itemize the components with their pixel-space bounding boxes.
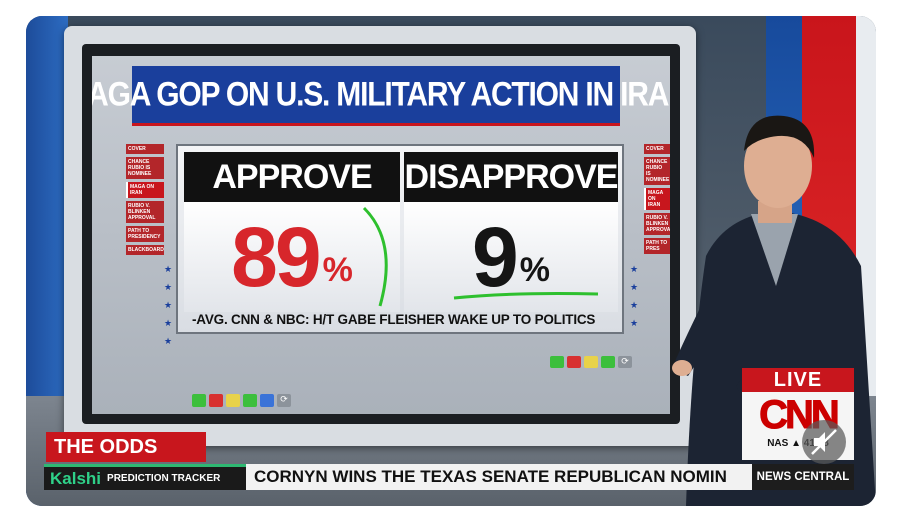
left-menu-item[interactable]: RUBIO V. BLINKEN APPROVAL [126,201,164,223]
left-menu-item[interactable]: PATH TO PRESIDENCY [126,226,164,242]
disapprove-value: 9 [472,209,519,304]
left-menu-item-active[interactable]: MAGA ON IRAN [126,182,164,198]
screen-control-buttons: ⟳ [550,356,632,368]
red-control-button[interactable] [567,356,581,368]
disapprove-value-box: 9 % [404,202,618,312]
lower-third-bar: Kalshi PREDICTION TRACKER CORNYN WINS TH… [44,464,854,490]
left-menu: COVER CHANCE RUBIO IS NOMINEE MAGA ON IR… [126,144,164,255]
left-menu-item[interactable]: COVER [126,144,164,154]
star-decoration-left: ★ ★ ★ ★ ★ [164,265,173,347]
sponsor-block: Kalshi PREDICTION TRACKER [44,464,246,490]
headline-crawl: CORNYN WINS THE TEXAS SENATE REPUBLICAN … [246,464,752,490]
green-control-button[interactable] [601,356,615,368]
approve-value: 89 [231,209,321,304]
red-control-button[interactable] [209,394,223,407]
blue-control-button[interactable] [260,394,274,407]
approve-unit: % [322,250,353,289]
right-menu: COVER CHANCE RUBIO IS NOMINEE MAGA ON IR… [644,144,670,254]
approve-value-box: 89 % [184,202,400,312]
source-line: -AVG. CNN & NBC: H/T GABE FLEISHER WAKE … [192,312,596,327]
approve-column: APPROVE 89 % [184,152,400,312]
right-menu-item[interactable]: RUBIO V. BLINKEN APPROVAL [644,213,670,235]
yellow-control-button[interactable] [584,356,598,368]
green-control-button[interactable] [550,356,564,368]
disapprove-label: DISAPPROVE [404,152,618,202]
graphic-title-bar: MAGA GOP ON U.S. MILITARY ACTION IN IRAN [92,66,670,126]
sponsor-name: Kalshi [50,468,102,488]
market-ticker: NAS ▲ 41.78 [767,438,829,449]
disapprove-unit: % [519,250,550,289]
muted-speaker-icon[interactable] [802,420,846,464]
refresh-icon[interactable]: ⟳ [618,356,632,368]
section-label: THE ODDS [46,432,206,462]
disapprove-annotation-underline [453,292,599,300]
monitor-control-buttons: ⟳ [192,394,291,407]
poll-graphic: MAGA GOP ON U.S. MILITARY ACTION IN IRAN… [92,56,670,414]
network-label: NEWS CENTRAL [752,464,854,490]
video-frame: MAGA GOP ON U.S. MILITARY ACTION IN IRAN… [26,16,876,506]
graphic-title: MAGA GOP ON U.S. MILITARY ACTION IN IRAN [92,74,670,113]
yellow-control-button[interactable] [226,394,240,407]
left-menu-item[interactable]: CHANCE RUBIO IS NOMINEE [126,157,164,179]
green-control-button[interactable] [243,394,257,407]
live-badge: LIVE [742,368,854,392]
sponsor-tag: PREDICTION TRACKER [107,473,221,484]
approve-annotation-arc [362,206,388,307]
green-control-button[interactable] [192,394,206,407]
left-menu-item[interactable]: BLACKBOARD [126,245,164,255]
approve-label: APPROVE [184,152,400,202]
right-menu-item[interactable]: PATH TO PRES [644,238,670,254]
disapprove-column: DISAPPROVE 9 % [404,152,618,312]
refresh-icon[interactable]: ⟳ [277,394,291,407]
right-menu-item[interactable]: COVER [644,144,670,154]
poll-panel: APPROVE 89 % DISAPPROVE 9 % [176,144,624,334]
right-menu-item[interactable]: CHANCE RUBIO IS NOMINEE [644,157,670,185]
right-menu-item-active[interactable]: MAGA ON IRAN [644,188,670,210]
star-decoration-right: ★ ★ ★ ★ [630,265,639,329]
